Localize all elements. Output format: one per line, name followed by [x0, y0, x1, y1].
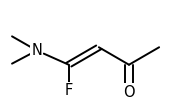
Text: F: F — [65, 83, 73, 98]
Text: O: O — [123, 85, 135, 100]
Text: N: N — [31, 43, 42, 58]
